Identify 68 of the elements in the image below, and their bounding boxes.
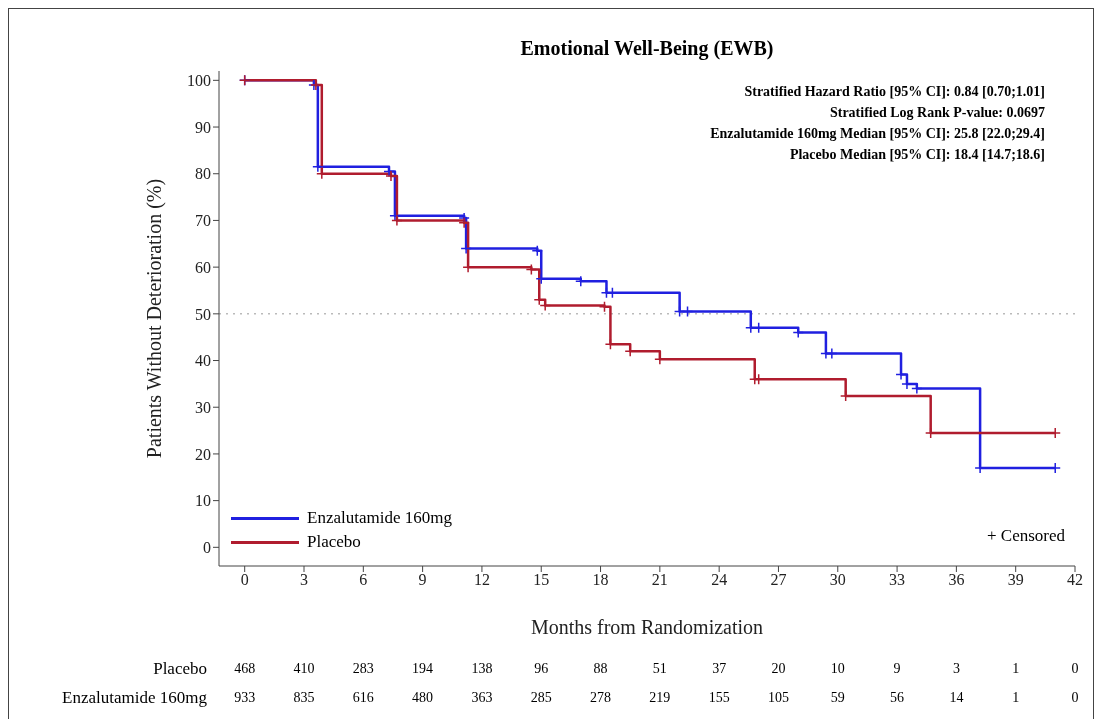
text: 0 <box>1070 661 1080 677</box>
text: 88 <box>592 661 609 677</box>
text: 278 <box>589 690 613 706</box>
x-tick-label: 33 <box>889 571 906 589</box>
text: 96 <box>533 661 550 677</box>
text: 616 <box>351 690 375 706</box>
annotation: + Censored <box>986 526 1065 546</box>
text: 14 <box>948 690 965 706</box>
y-tick-label: 80 <box>195 165 211 183</box>
text: 20 <box>770 661 787 677</box>
x-tick-label: 6 <box>359 571 368 589</box>
text: 59 <box>829 690 846 706</box>
x-tick-label: 12 <box>473 571 490 589</box>
x-tick-label: 27 <box>770 571 787 589</box>
y-tick-label: 40 <box>195 352 211 370</box>
y-tick-label: 20 <box>195 445 211 463</box>
y-axis-title: Patients Without Deterioration (%) <box>143 178 167 459</box>
y-tick-label: 70 <box>195 212 211 230</box>
legend-label: Enzalutamide 160mg <box>306 507 452 529</box>
text: 138 <box>470 661 494 677</box>
text: 155 <box>707 690 731 706</box>
y-tick-label: 30 <box>195 398 211 416</box>
chart-title: Emotional Well-Being (EWB) <box>519 37 775 60</box>
text: 835 <box>292 690 316 706</box>
y-tick-label: 60 <box>195 258 211 276</box>
y-tick-label: 100 <box>187 72 211 90</box>
text: 283 <box>351 661 375 677</box>
x-tick-label: 3 <box>300 571 309 589</box>
text: 933 <box>233 690 257 706</box>
text: 1 <box>1011 661 1021 677</box>
x-axis-title: Months from Randomization <box>530 616 764 638</box>
y-tick-label: 50 <box>195 305 211 323</box>
text: 37 <box>711 661 728 677</box>
legend-label: Placebo <box>306 531 362 553</box>
x-tick-label: 42 <box>1067 571 1083 589</box>
text: Enzalutamide 160mg <box>62 688 207 708</box>
text: 363 <box>470 690 494 706</box>
annotation: Enzalutamide 160mg Median [95% CI]: 25.8 [22.0;29.4] <box>710 125 1045 143</box>
text: 3 <box>951 661 961 677</box>
annotation: Stratified Hazard Ratio [95% CI]: 0.84 [0.70;1.01] <box>743 83 1045 101</box>
y-tick-label: 0 <box>203 539 211 556</box>
text: 219 <box>648 690 672 706</box>
text: 285 <box>529 690 553 706</box>
x-tick-label: 21 <box>651 571 668 589</box>
x-tick-label: 24 <box>711 571 728 589</box>
text: 56 <box>889 690 906 706</box>
text: 194 <box>411 661 435 677</box>
text: 9 <box>892 661 902 677</box>
annotation: Stratified Log Rank P-value: 0.0697 <box>828 104 1045 122</box>
text: 51 <box>651 661 668 677</box>
x-tick-label: 36 <box>948 571 965 589</box>
text: 105 <box>766 690 790 706</box>
text: 0 <box>1070 690 1080 706</box>
text: 468 <box>233 661 257 677</box>
x-tick-label: 0 <box>240 571 249 589</box>
y-tick-label: 90 <box>195 118 211 136</box>
text: Placebo <box>153 659 207 679</box>
text: 410 <box>292 661 316 677</box>
y-tick-label: 10 <box>195 492 211 510</box>
x-tick-label: 15 <box>533 571 550 589</box>
text: 480 <box>411 690 435 706</box>
text: 1 <box>1011 690 1021 706</box>
x-tick-label: 18 <box>592 571 609 589</box>
x-tick-label: 39 <box>1007 571 1024 589</box>
x-tick-label: 30 <box>829 571 846 589</box>
annotation: Placebo Median [95% CI]: 18.4 [14.7;18.6] <box>788 146 1045 164</box>
x-tick-label: 9 <box>418 571 427 589</box>
text: 10 <box>829 661 846 677</box>
